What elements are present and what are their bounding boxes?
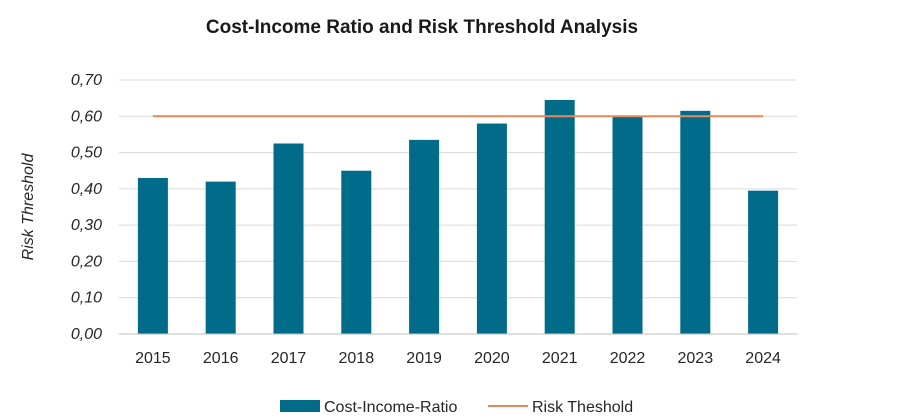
x-tick-label: 2019	[406, 350, 442, 367]
legend-label-cost-income-ratio: Cost-Income-Ratio	[324, 399, 457, 416]
bar-2021	[544, 99, 575, 334]
y-tick-label: 0,00	[71, 326, 102, 343]
y-tick-label: 0,40	[71, 181, 102, 198]
bar-2020	[476, 123, 507, 335]
chart-title: Cost-Income Ratio and Risk Threshold Ana…	[206, 17, 638, 38]
x-tick-label: 2020	[474, 350, 510, 367]
x-tick-label: 2021	[542, 350, 578, 367]
x-tick-label: 2016	[203, 350, 239, 367]
y-axis-title: Risk Threshold	[20, 153, 37, 261]
bar-2023	[680, 110, 711, 334]
y-tick-label: 0,50	[71, 145, 102, 162]
x-tick-label: 2023	[678, 350, 714, 367]
bar-2015	[137, 177, 168, 334]
y-tick-label: 0,60	[71, 108, 102, 125]
y-tick-label: 0,70	[71, 72, 102, 89]
bar-2019	[409, 139, 440, 334]
bar-2017	[273, 143, 304, 334]
x-tick-label: 2024	[745, 350, 781, 367]
bar-2024	[748, 190, 779, 334]
y-tick-label: 0,20	[71, 253, 102, 270]
legend-swatch-cost-income-ratio	[280, 400, 320, 412]
y-tick-label: 0,30	[71, 217, 102, 234]
x-tick-label: 2022	[610, 350, 646, 367]
bar-2018	[341, 170, 372, 334]
legend: Cost-Income-Ratio Risk Theshold	[280, 399, 633, 416]
legend-label-risk-threshold: Risk Theshold	[532, 399, 633, 416]
x-tick-label: 2015	[135, 350, 171, 367]
bar-2016	[205, 181, 236, 334]
bar-2022	[612, 116, 643, 335]
bar-series	[137, 99, 779, 335]
x-tick-label: 2018	[339, 350, 375, 367]
x-tick-label: 2017	[271, 350, 307, 367]
y-tick-label: 0,10	[71, 290, 102, 307]
axes: 0,00 0,10 0,20 0,30 0,40 0,50 0,60 0,70 2015 2016…	[71, 72, 797, 367]
